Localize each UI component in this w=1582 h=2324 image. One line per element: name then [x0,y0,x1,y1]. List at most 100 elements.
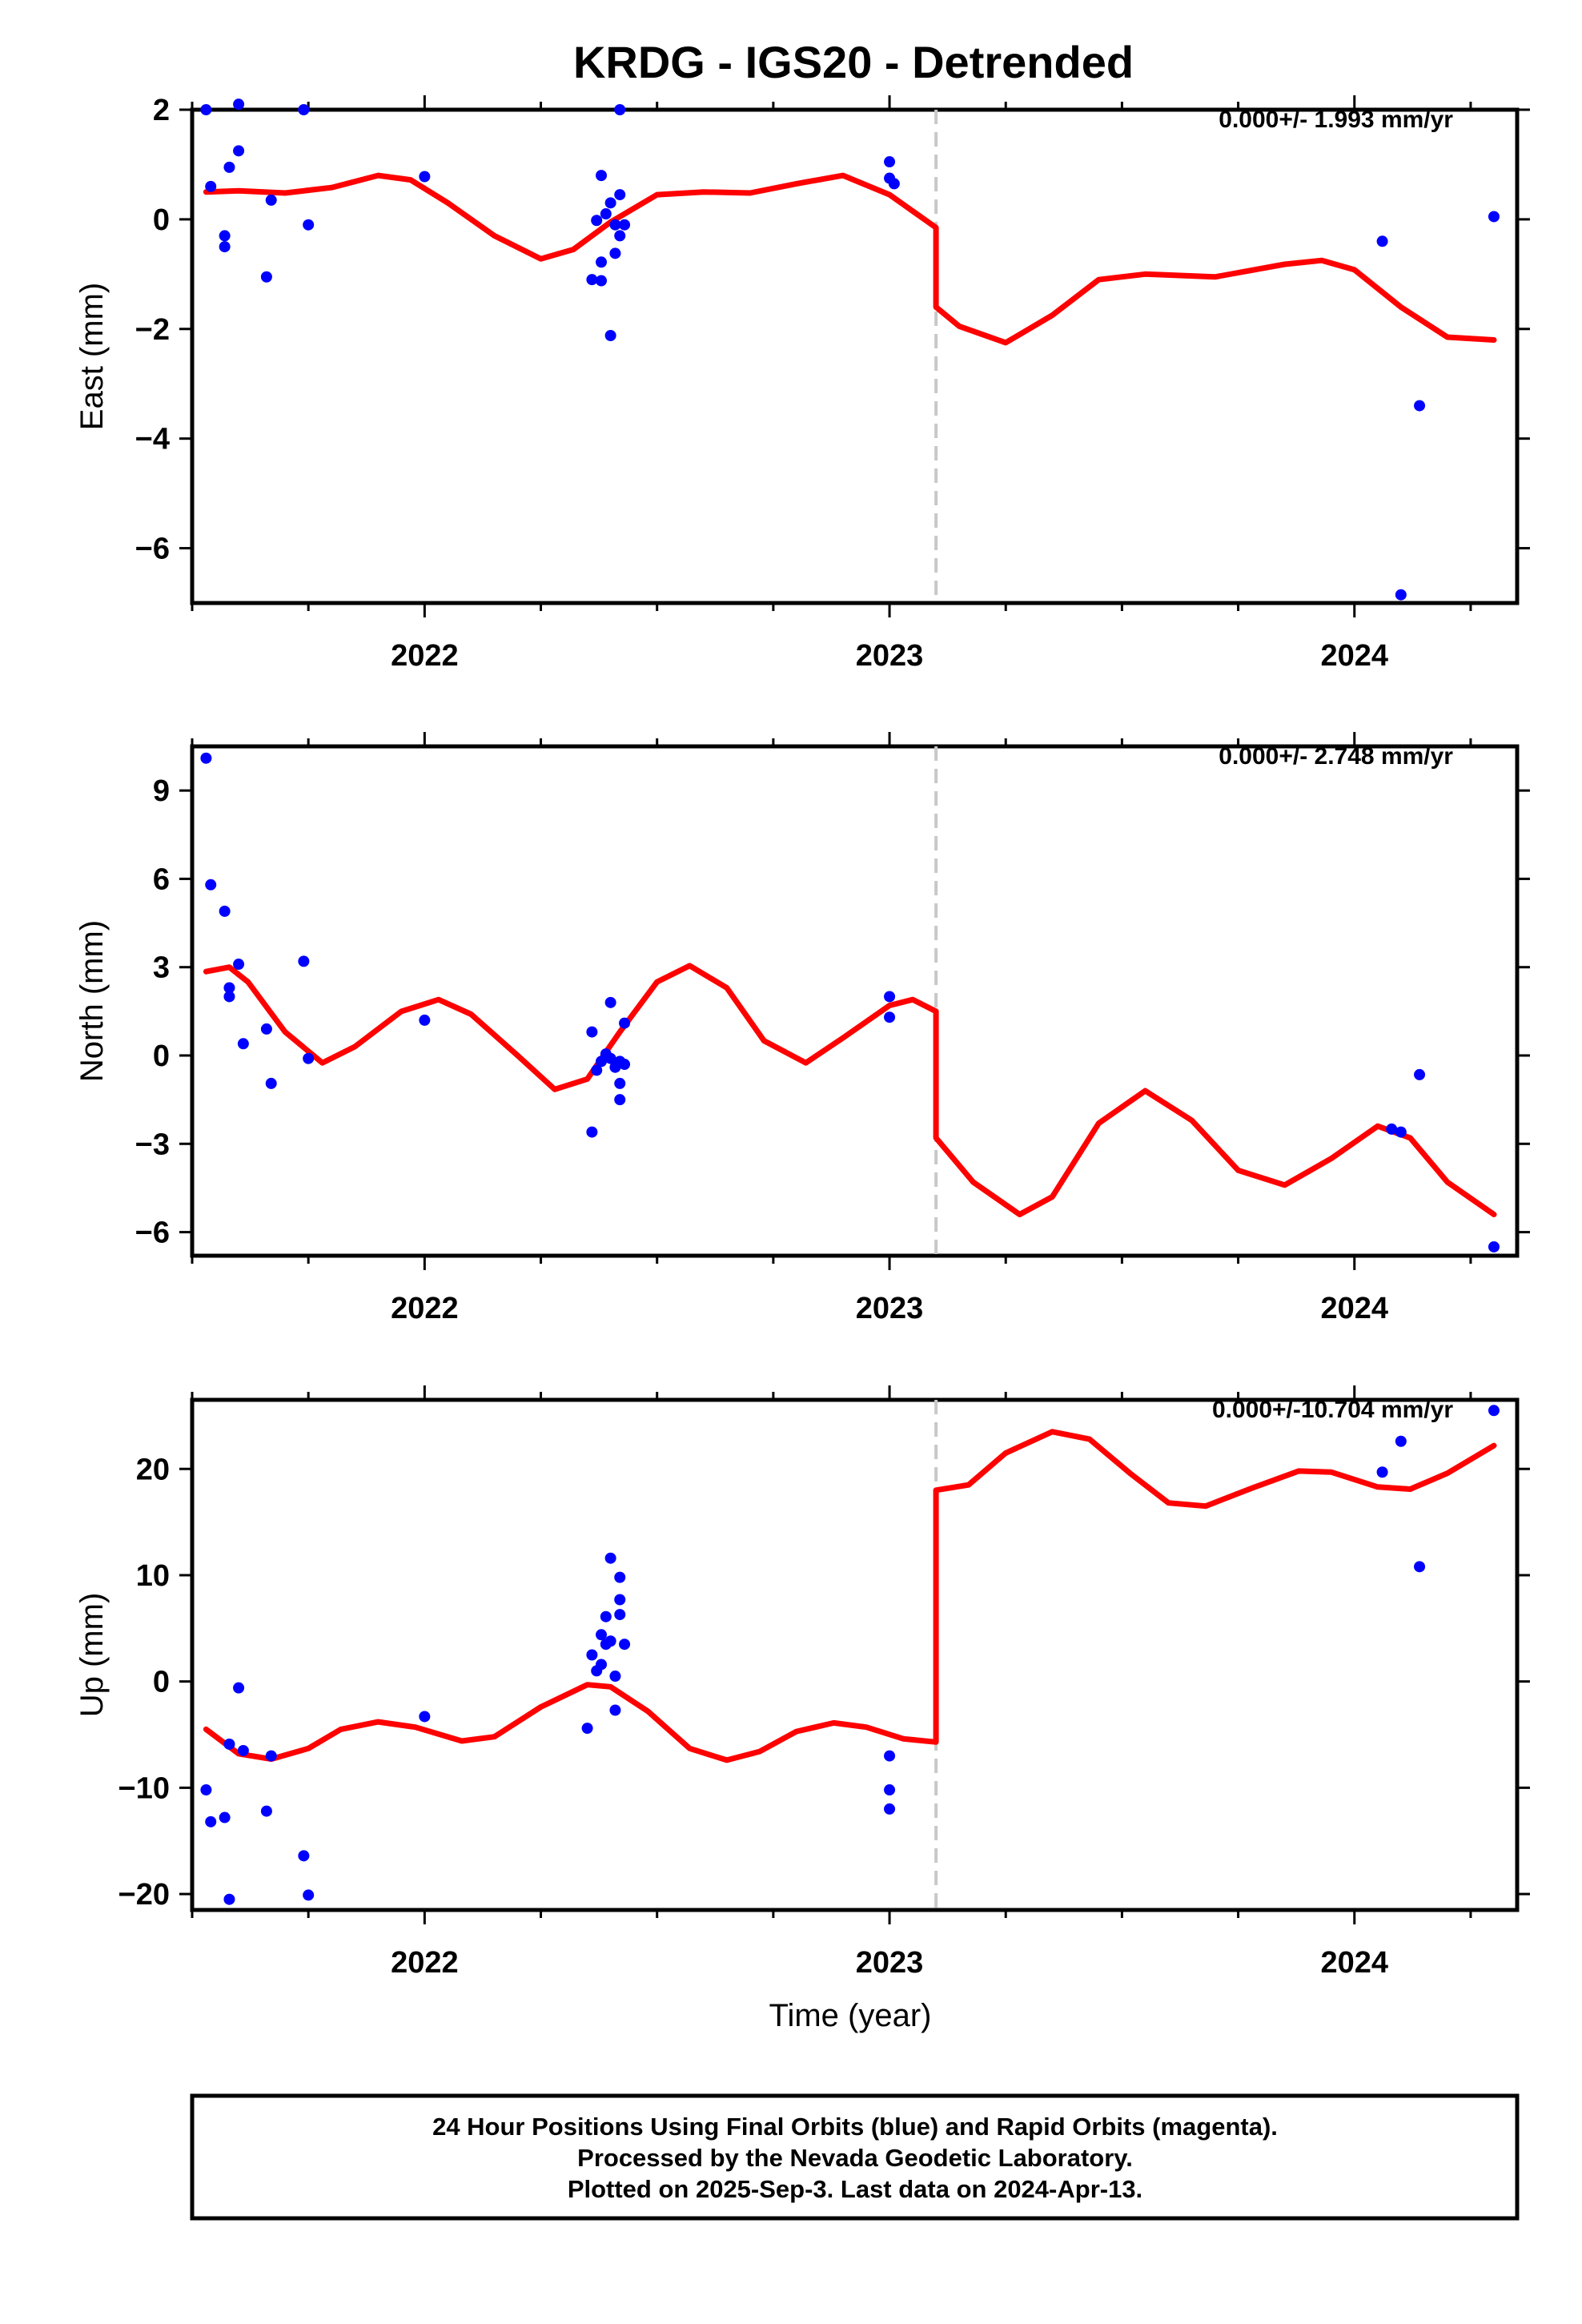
north-data-point [586,1126,598,1138]
north-data-point [1488,1240,1500,1252]
north-data-point [237,1038,249,1050]
north-data-point [1395,1126,1407,1138]
x-axis-label: Time (year) [769,1998,932,2033]
east-y-tick-label: −6 [135,533,170,566]
up-data-point [233,1682,245,1694]
up-rate-annotation: 0.000+/-10.704 mm/yr [1212,1397,1453,1423]
up-data-point [223,1893,235,1905]
east-data-point [609,247,621,259]
north-data-point [219,905,231,917]
up-data-point [260,1805,272,1817]
north-y-tick-label: −6 [135,1216,170,1250]
up-data-point [581,1723,593,1735]
north-data-point [619,1017,631,1029]
north-data-point [233,959,245,971]
up-data-point [298,1850,310,1862]
east-data-point [260,271,272,283]
east-y-tick-label: −4 [135,423,170,456]
caption-line-1: 24 Hour Positions Using Final Orbits (bl… [432,2113,1278,2141]
up-data-point [200,1784,212,1796]
up-data-point [586,1649,598,1661]
north-data-point [303,1052,315,1064]
up-data-point [223,1738,235,1750]
up-data-point [614,1571,626,1583]
north-data-point [260,1023,272,1035]
north-data-point [614,1094,626,1106]
up-data-point [884,1803,896,1815]
north-data-point [884,1011,896,1023]
up-data-point [604,1552,616,1564]
north-data-point [586,1026,598,1038]
up-data-point [596,1659,608,1671]
up-data-point [600,1610,612,1622]
up-data-point [609,1671,621,1683]
north-y-tick-label: 3 [153,951,170,985]
north-data-point [223,982,235,994]
north-x-tick-label: 2024 [1320,1292,1388,1325]
up-x-tick-label: 2022 [391,1946,459,1980]
east-data-point [233,99,245,111]
up-model-line [203,1429,1497,1763]
chart-title: KRDG - IGS20 - Detrended [573,37,1134,87]
east-model-line [203,172,1497,346]
east-x-tick-label: 2022 [391,639,459,673]
east-plot-frame [190,107,1520,605]
east-data-point [604,197,616,209]
up-data-point [604,1635,616,1647]
east-y-tick-label: 2 [153,94,170,127]
up-data-point [303,1889,315,1901]
east-data-point [205,180,217,192]
east-data-point [1395,589,1407,601]
north-rate-annotation: 0.000+/- 2.748 mm/yr [1219,743,1453,770]
east-data-point [604,329,616,341]
east-data-point [200,104,212,115]
north-panel: 2022 2023 2024 9 6 3 0 −3 −6 North (mm) 0.000+/- 2… [74,732,1530,1325]
up-data-point [219,1811,231,1823]
north-y-tick-label: 0 [153,1039,170,1073]
north-data-point [205,879,217,891]
north-data-point [265,1077,277,1089]
east-data-point [888,178,900,190]
up-panel: 2022 2023 2024 20 10 0 −10 −20 Up (mm) 0.000+/-10… [74,1385,1530,2033]
up-data-point [619,1638,631,1651]
east-data-point [614,189,626,201]
east-data-point [233,145,245,157]
east-data-point [609,219,621,231]
caption-line-2: Processed by the Nevada Geodetic Laborat… [577,2144,1133,2172]
east-panel: 2022 2023 2024 2 0 −2 −4 −6 East (mm) 0.000+/- 1.… [74,94,1530,673]
east-data-point [1488,211,1500,223]
up-data-point [237,1744,249,1756]
east-data-point [619,219,631,231]
north-data-point [223,991,235,1003]
east-data-point [614,104,626,115]
east-data-point [265,194,277,206]
east-data-point [303,219,315,231]
east-data-point [419,171,431,183]
north-y-tick-label: −3 [135,1128,170,1161]
east-data-point [884,156,896,168]
north-data-point [604,996,616,1008]
north-model-line [203,963,1497,1217]
up-x-tick-label: 2023 [856,1946,924,1980]
north-data-point [298,955,310,967]
east-x-tick-label: 2024 [1320,639,1388,673]
east-rate-annotation: 0.000+/- 1.993 mm/yr [1219,107,1453,133]
up-data-point [884,1750,896,1762]
east-data-point [614,230,626,242]
north-data-point [1386,1123,1398,1135]
up-x-tick-label: 2024 [1320,1946,1388,1980]
east-data-point [223,161,235,173]
east-data-point [586,274,598,286]
up-y-tick-label: 20 [136,1453,170,1486]
east-data-point [1414,400,1426,412]
east-y-tick-label: −2 [135,313,170,347]
north-plot-frame [190,744,1520,1258]
east-data-point [600,208,612,220]
north-data-point [1414,1068,1426,1080]
north-y-tick-label: 9 [153,774,170,808]
east-data-point [596,275,608,287]
up-data-point [596,1629,608,1641]
east-data-point [219,241,231,253]
east-data-point [1376,235,1388,247]
up-y-tick-label: 0 [153,1666,170,1699]
